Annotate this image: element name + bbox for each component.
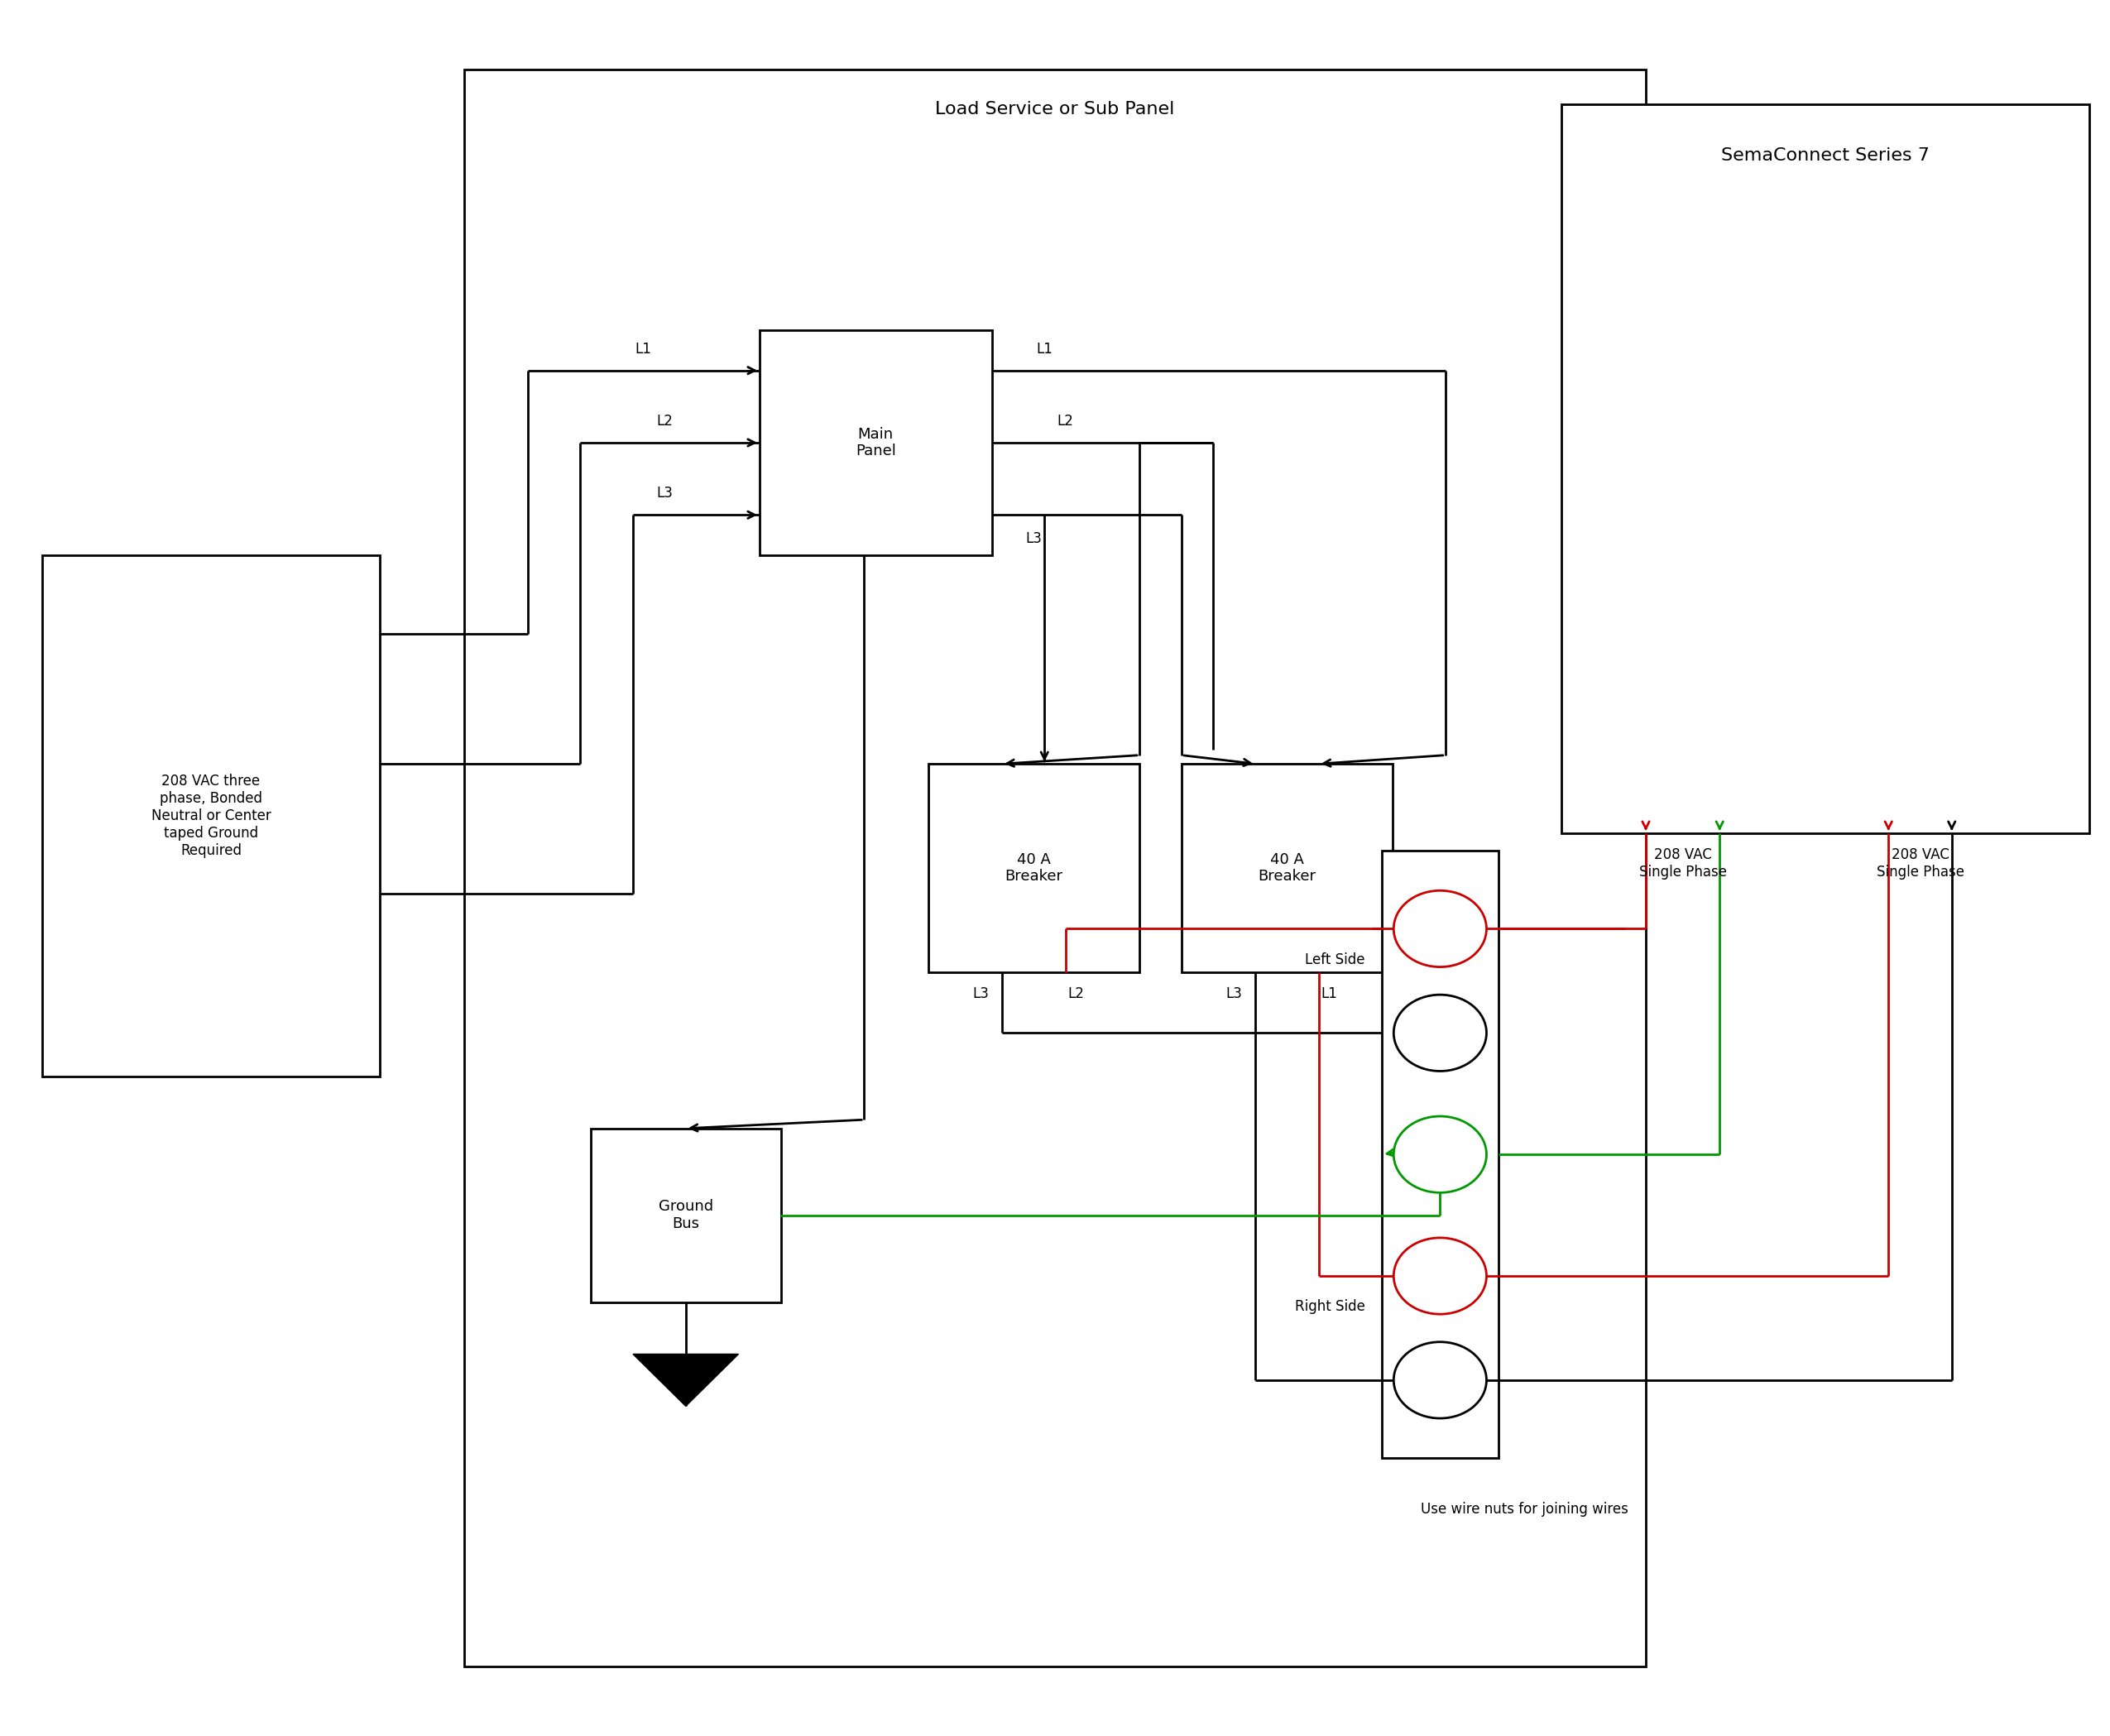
Text: L1: L1 [635,342,652,356]
Text: L3: L3 [656,486,673,502]
Bar [464,69,1646,1667]
Circle shape [1393,1116,1485,1193]
Bar [1182,764,1393,972]
Bar [591,1128,781,1302]
Bar [928,764,1139,972]
Text: Right Side: Right Side [1296,1299,1365,1314]
Circle shape [1393,891,1485,967]
Text: L3: L3 [1025,531,1042,547]
Text: L1: L1 [1036,342,1053,356]
Bar [1382,851,1498,1458]
Text: L2: L2 [656,413,673,429]
Text: L2: L2 [1057,413,1074,429]
Text: 208 VAC
Single Phase: 208 VAC Single Phase [1639,847,1726,878]
Text: 208 VAC
Single Phase: 208 VAC Single Phase [1876,847,1964,878]
Text: L2: L2 [1068,986,1085,1002]
Text: L1: L1 [1321,986,1338,1002]
Text: SemaConnect Series 7: SemaConnect Series 7 [1722,148,1929,165]
Polygon shape [633,1354,738,1406]
Text: 40 A
Breaker: 40 A Breaker [1258,852,1317,884]
Text: Main
Panel: Main Panel [855,427,897,458]
Text: L3: L3 [973,986,990,1002]
Text: Use wire nuts for joining wires: Use wire nuts for joining wires [1420,1502,1629,1517]
Bar [760,330,992,556]
Text: Load Service or Sub Panel: Load Service or Sub Panel [935,101,1175,118]
Text: Left Side: Left Side [1306,951,1365,967]
Text: 40 A
Breaker: 40 A Breaker [1004,852,1063,884]
Bar [1561,104,2089,833]
Text: 208 VAC three
phase, Bonded
Neutral or Center
taped Ground
Required: 208 VAC three phase, Bonded Neutral or C… [152,774,270,858]
Text: L3: L3 [1226,986,1243,1002]
Circle shape [1393,995,1485,1071]
Text: Ground
Bus: Ground Bus [658,1200,713,1231]
Bar [42,556,380,1076]
Circle shape [1393,1342,1485,1418]
Circle shape [1393,1238,1485,1314]
